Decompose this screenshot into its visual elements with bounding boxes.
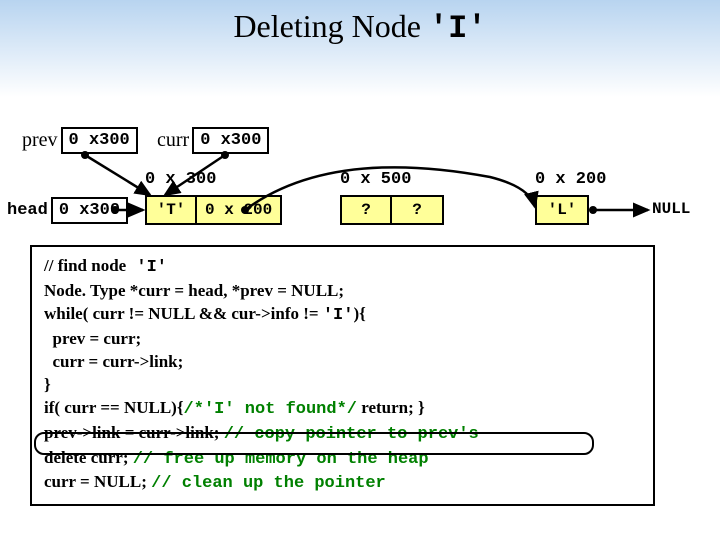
head-label: head [7, 201, 48, 220]
prev-value: 0 x300 [61, 127, 138, 154]
curr-label: curr [157, 129, 189, 152]
code-line: Node. Type *curr = head, *prev = NULL; [44, 280, 641, 303]
title-mono: 'I' [429, 10, 487, 47]
list-node: 'L' [535, 195, 589, 225]
slide-title: Deleting Node 'I' [0, 0, 720, 47]
curr-value: 0 x300 [192, 127, 269, 154]
node-cell: 'L' [537, 197, 587, 223]
node-address: 0 x 200 [535, 170, 606, 189]
curr-pointer: curr 0 x300 [157, 127, 269, 154]
code-line: } [44, 374, 641, 397]
linked-list-diagram: prev 0 x300 curr 0 x300 head 0 x300 0 x … [0, 67, 720, 237]
node-cell: 'T' [147, 197, 197, 223]
code-line: curr = curr->link; [44, 351, 641, 374]
prev-pointer: prev 0 x300 [22, 127, 138, 154]
code-listing: // find node 'I'Node. Type *curr = head,… [30, 245, 655, 506]
code-line: prev = curr; [44, 328, 641, 351]
list-node: 'T'0 x 200 [145, 195, 282, 225]
highlight-overlay [34, 432, 594, 455]
head-pointer: head 0 x300 [7, 197, 128, 224]
code-line: if( curr == NULL){/*'I' not found*/ retu… [44, 397, 641, 422]
pointer-arrows [0, 67, 720, 267]
node-address: 0 x 500 [340, 170, 411, 189]
node-cell: ? [342, 197, 392, 223]
node-address: 0 x 300 [145, 170, 216, 189]
code-line: curr = NULL; // clean up the pointer [44, 471, 641, 496]
code-line: // find node 'I' [44, 255, 641, 280]
head-value: 0 x300 [51, 197, 128, 224]
title-text: Deleting Node [233, 8, 429, 44]
prev-label: prev [22, 129, 58, 152]
node-cell: 0 x 200 [197, 197, 280, 223]
list-node: ?? [340, 195, 444, 225]
null-label: NULL [652, 200, 690, 218]
code-line: while( curr != NULL && cur->info != 'I')… [44, 303, 641, 328]
node-cell: ? [392, 197, 442, 223]
